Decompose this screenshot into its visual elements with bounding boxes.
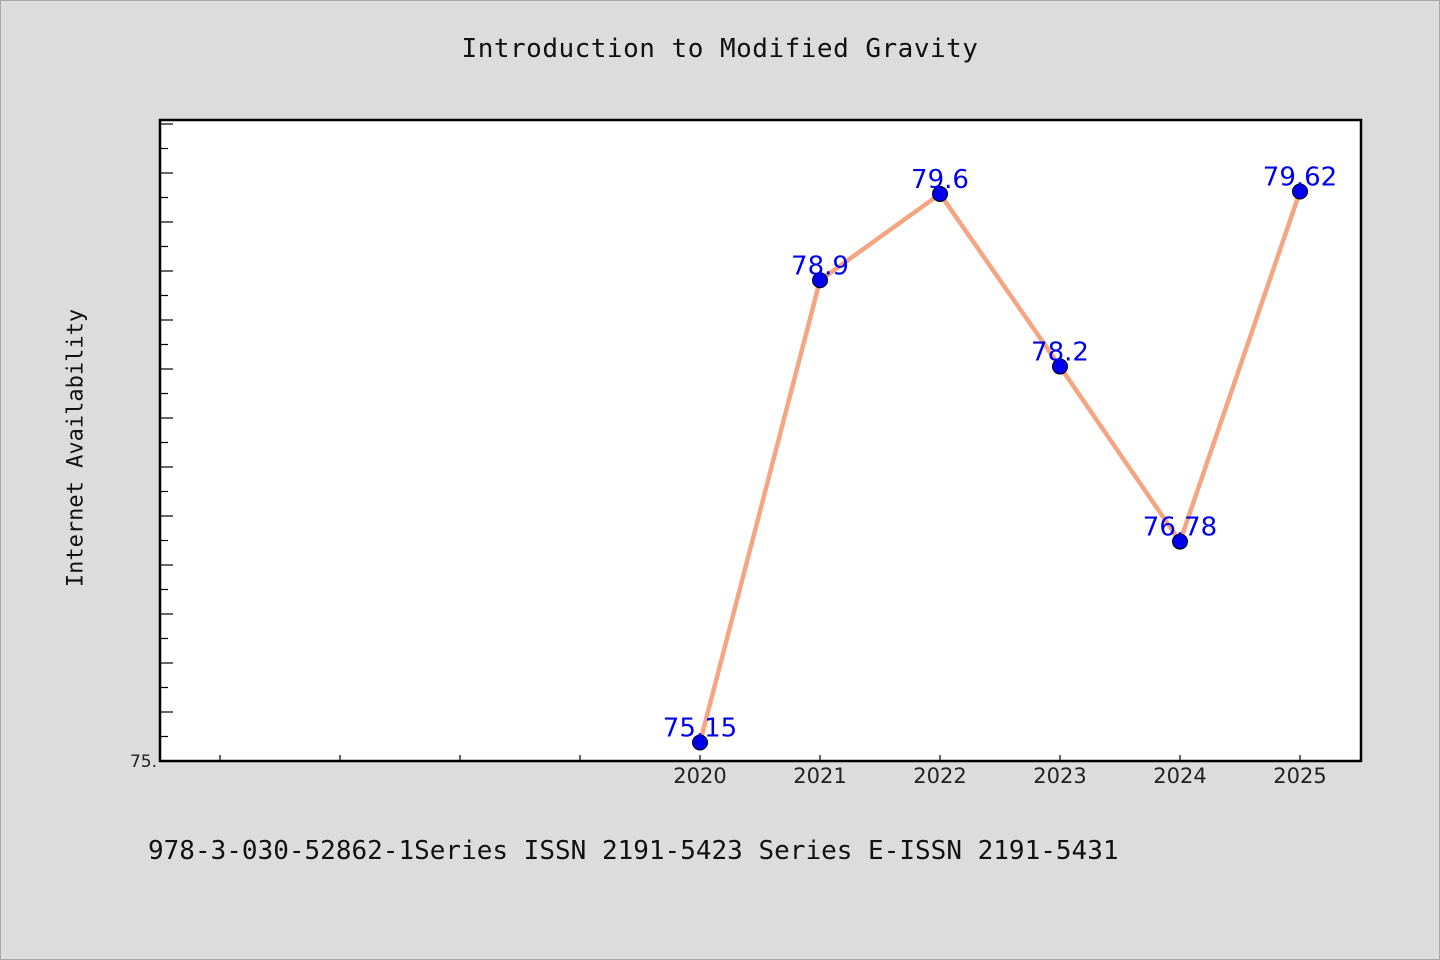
data-point	[692, 734, 708, 751]
series-line	[697, 189, 1303, 745]
data-point	[812, 272, 828, 289]
data-label: 75.15	[663, 714, 737, 744]
data-label: 78.2	[1031, 338, 1089, 368]
y-tick-label: 75.	[130, 752, 157, 772]
x-tick-label: 2025	[1273, 764, 1326, 788]
x-tick-label: 2022	[913, 764, 966, 788]
x-tick-label: 2024	[1153, 764, 1206, 788]
data-point	[1052, 358, 1068, 375]
x-axis-tick-labels: 2020 2021 2022 2023 2024 2025	[673, 764, 1326, 788]
data-point	[932, 185, 948, 202]
x-tick-label: 2020	[673, 764, 726, 788]
x-tick-label: 2021	[793, 764, 846, 788]
chart-title: Introduction to Modified Gravity	[461, 34, 979, 64]
plot-area	[158, 118, 1363, 763]
footer-isbn-text: 978-3-030-52862-1Series ISSN 2191-5423 S…	[148, 836, 1119, 866]
x-tick-label: 2023	[1033, 764, 1086, 788]
data-label: 79.62	[1263, 162, 1337, 192]
data-markers	[692, 183, 1308, 751]
x-axis-ticks	[219, 755, 1301, 761]
data-point	[1292, 183, 1308, 200]
data-label: 78.9	[791, 251, 849, 281]
data-label: 76.78	[1143, 513, 1217, 543]
data-point	[1172, 533, 1188, 550]
y-axis-ticks	[160, 123, 173, 762]
y-axis-tick-labels: 75.	[130, 752, 157, 772]
data-labels: 75.15 78.9 79.6 78.2 76.78 79.62	[663, 162, 1337, 743]
data-label: 79.6	[911, 165, 969, 195]
